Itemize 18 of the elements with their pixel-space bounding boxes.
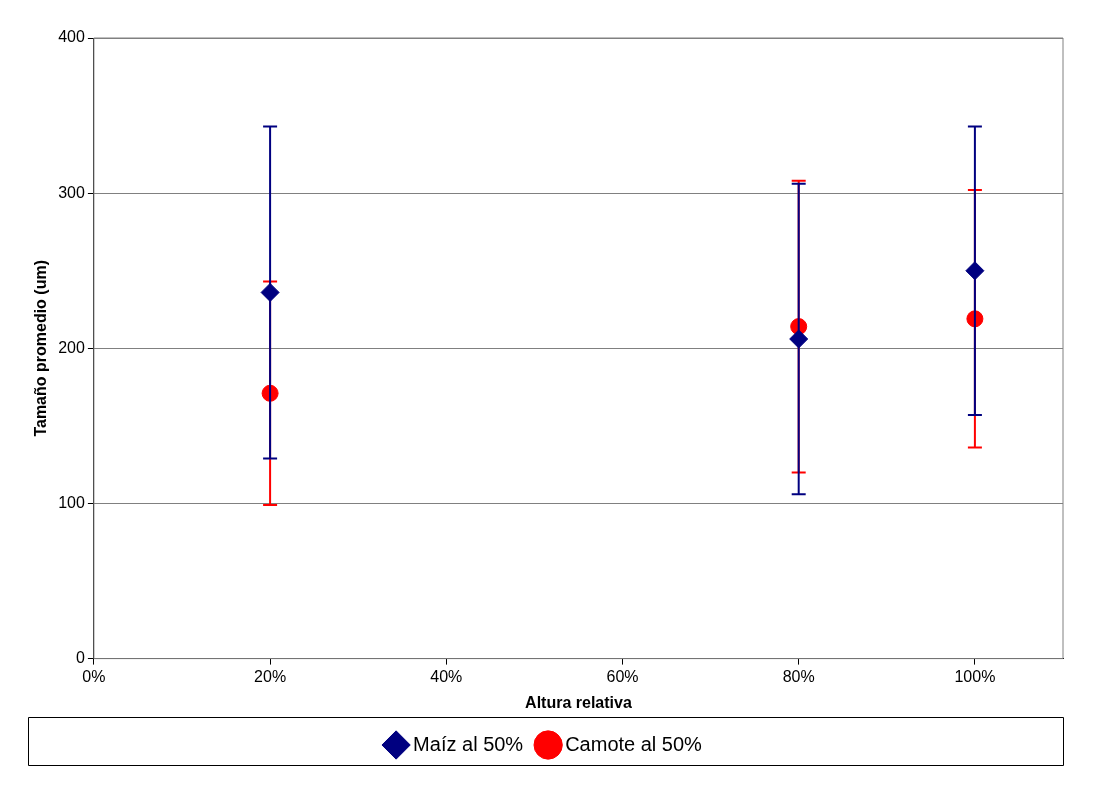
point <box>965 261 985 281</box>
legend-label: Camote al 50% <box>565 732 703 755</box>
y-tick-label: 0 <box>75 649 85 667</box>
legend-label: Maíz al 50% <box>413 732 524 755</box>
x-tick-label: 80% <box>782 667 815 685</box>
y-tick-label: 100 <box>58 493 85 511</box>
x-tick-label: 0% <box>82 667 106 685</box>
y-tick-label: 200 <box>58 338 85 356</box>
point <box>789 329 809 349</box>
y-axis-title: Tamaño promedio (um) <box>32 260 50 437</box>
point <box>260 282 280 302</box>
x-tick-label: 20% <box>254 667 287 685</box>
y-tick-label: 300 <box>58 183 85 201</box>
x-tick-label: 60% <box>606 667 639 685</box>
x-tick-label: 100% <box>954 667 996 685</box>
x-axis-title: Altura relativa <box>525 693 632 711</box>
y-tick-label: 400 <box>58 28 85 46</box>
x-tick-label: 40% <box>430 667 463 685</box>
